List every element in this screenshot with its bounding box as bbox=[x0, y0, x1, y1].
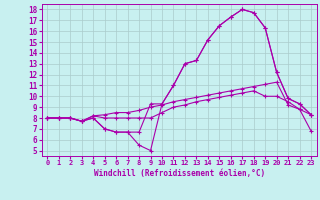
X-axis label: Windchill (Refroidissement éolien,°C): Windchill (Refroidissement éolien,°C) bbox=[94, 169, 265, 178]
